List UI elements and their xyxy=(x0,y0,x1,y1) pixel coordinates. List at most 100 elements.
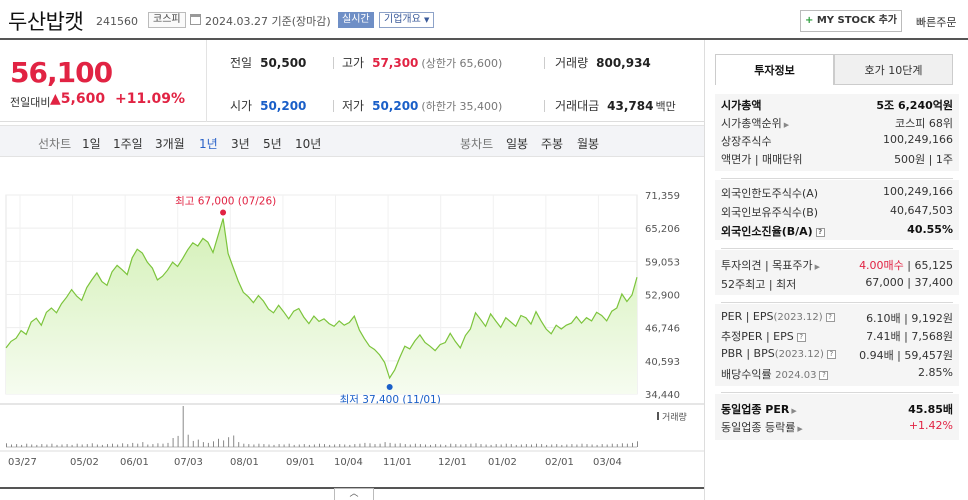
collapse-chart-button[interactable]: ︿ xyxy=(334,488,374,500)
volume-bar xyxy=(480,444,482,447)
y-tick-label: 52,900 xyxy=(645,291,680,302)
high-annotation: 최고 67,000 (07/26) xyxy=(175,195,276,207)
price-summary: 56,100 전일대비 ▲5,600 +11.09% 전일 50,500 고가 57… xyxy=(0,40,704,122)
caret-right-icon: ▶ xyxy=(814,263,821,271)
my-stock-label: MY STOCK 추가 xyxy=(816,15,898,26)
volume-bar xyxy=(419,444,421,447)
opinion-row: 투자의견 | 목표주가 ▶ 4.00매수 | 65,125 xyxy=(721,257,953,273)
volume-bar xyxy=(81,444,83,447)
calendar-icon xyxy=(190,14,201,25)
par-value: 500원 | 1주 xyxy=(894,153,953,166)
sector-per-value: 45.85배 xyxy=(908,403,953,416)
market-cap-rank-label: 시가총액순위 xyxy=(721,117,782,130)
volume-bar xyxy=(561,444,563,447)
volume-bar xyxy=(71,444,73,447)
volume-bar xyxy=(495,444,497,447)
per-row: PER | EPS(2023.12)? 6.10배 | 9,192원 xyxy=(721,310,953,326)
foreign-limit-row: 외국인한도주식수(A) 100,249,166 xyxy=(721,185,953,201)
volume-bar xyxy=(253,444,255,447)
quick-order-link[interactable]: 빠른주문 xyxy=(916,16,957,29)
tab-1y[interactable]: 1년 xyxy=(199,137,218,151)
volume-bar xyxy=(101,444,103,447)
volume-bar xyxy=(505,443,507,447)
volume-bar xyxy=(162,443,164,447)
volume-bar xyxy=(263,444,265,447)
company-info-dropdown[interactable]: 기업개요 ▼ xyxy=(379,12,435,28)
help-icon[interactable]: ? xyxy=(826,350,836,359)
invest-info-panel: 투자정보 호가 10단계 시가총액 5조 6,240억원 시가총액순위 ▶ 코스피 6… xyxy=(704,40,968,500)
help-icon[interactable]: ? xyxy=(815,228,825,237)
market-badge: 코스피 xyxy=(148,12,186,28)
volume-bar xyxy=(520,444,522,447)
price-chart: 최고 67,000 (07/26) 최저 37,400 (11/01) 71,35… xyxy=(0,158,704,500)
help-icon[interactable]: ? xyxy=(819,371,829,380)
sector-rate-row[interactable]: 동일업종 등락률 ▶ +1.42% xyxy=(721,419,953,435)
volume-bar xyxy=(359,443,361,447)
tab-10y[interactable]: 10년 xyxy=(295,137,322,151)
tab-weekly[interactable]: 주봉 xyxy=(541,137,564,151)
volume-bar xyxy=(258,443,260,447)
sector-per-row[interactable]: 동일업종 PER ▶ 45.85배 xyxy=(721,401,953,417)
volume-bar xyxy=(500,444,502,447)
tab-5y[interactable]: 5년 xyxy=(263,137,282,151)
volume-bar xyxy=(288,443,290,447)
y-tick-label: 46,746 xyxy=(645,324,680,335)
volume: 거래량 800,934 xyxy=(555,54,651,71)
opinion-value: 4.00매수 xyxy=(859,259,904,272)
volume-bar xyxy=(303,444,305,447)
volume-bar xyxy=(233,435,235,447)
volume-bars: 거래량 xyxy=(0,403,704,448)
volume-bar xyxy=(399,443,401,447)
volume-bar xyxy=(273,444,275,447)
sector-rate-label-wrap: 동일업종 등락률 ▶ xyxy=(721,419,803,435)
help-icon[interactable]: ? xyxy=(825,313,835,322)
x-tick-label: 09/01 xyxy=(286,457,315,468)
open-price: 시가 50,200 xyxy=(230,97,306,114)
x-axis-ticks: 03/27 05/02 06/01 07/03 08/01 09/01 10/04 11/01… xyxy=(0,450,704,489)
my-stock-add-button[interactable]: + MY STOCK 추가 xyxy=(800,10,902,32)
volume-bar xyxy=(329,444,331,447)
volume-bar xyxy=(384,442,386,447)
open-label: 시가 xyxy=(230,99,253,113)
market-cap-box: 시가총액 5조 6,240억원 시가총액순위 ▶ 코스피 68위 상장주식수 100,2… xyxy=(715,94,959,171)
volume-bar xyxy=(202,442,204,447)
x-tick-label: 06/01 xyxy=(120,457,149,468)
y-tick-label: 65,206 xyxy=(645,224,680,235)
tab-1w[interactable]: 1주일 xyxy=(113,137,143,151)
volume-bar xyxy=(228,437,230,447)
volume-bar xyxy=(172,438,174,447)
y-tick-label: 71,359 xyxy=(645,191,680,202)
tab-3y[interactable]: 3년 xyxy=(231,137,250,151)
volume-bar xyxy=(334,444,336,447)
volume-bar xyxy=(601,444,603,447)
tab-quote-10[interactable]: 호가 10단계 xyxy=(834,54,953,85)
volume-bar xyxy=(389,442,391,447)
low-label: 저가 xyxy=(342,99,365,113)
volume-bar xyxy=(339,444,341,447)
tab-monthly[interactable]: 월봉 xyxy=(577,137,600,151)
tab-1d[interactable]: 1일 xyxy=(82,137,101,151)
amount-label: 거래대금 xyxy=(555,99,600,113)
y-tick-label: 40,593 xyxy=(645,357,680,368)
tab-invest-info[interactable]: 투자정보 xyxy=(715,54,834,85)
volume-bar xyxy=(127,444,129,447)
price-area xyxy=(6,218,637,394)
divider xyxy=(206,40,207,122)
pbr-label-wrap: PBR | BPS(2023.12)? xyxy=(721,347,836,360)
volume-bar xyxy=(46,444,48,447)
volume-bar xyxy=(122,443,124,447)
est-per-row: 추정PER | EPS? 7.41배 | 7,568원 xyxy=(721,328,953,344)
help-icon[interactable]: ? xyxy=(796,333,806,342)
realtime-button[interactable]: 실시간 xyxy=(338,12,374,28)
volume-bar xyxy=(132,442,134,447)
volume-bar xyxy=(632,442,633,447)
volume-bar xyxy=(6,443,7,447)
volume-bar xyxy=(364,442,366,447)
separator xyxy=(544,100,545,112)
tab-3m[interactable]: 3개월 xyxy=(155,137,185,151)
stock-name: 두산밥캣 xyxy=(8,10,84,34)
volume-bar xyxy=(349,444,351,447)
market-cap-rank-row[interactable]: 시가총액순위 ▶ 코스피 68위 xyxy=(721,115,953,131)
per-label-wrap: PER | EPS(2023.12)? xyxy=(721,310,835,323)
tab-daily[interactable]: 일봉 xyxy=(506,137,529,151)
